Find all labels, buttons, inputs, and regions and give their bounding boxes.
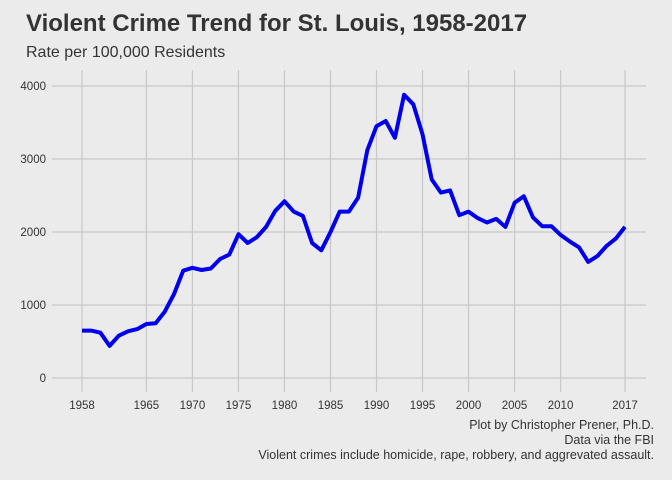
caption-note: Violent crimes include homicide, rape, r… (258, 448, 654, 462)
y-tick-label: 0 (40, 373, 46, 385)
grid-lines (52, 70, 646, 392)
y-axis-ticks: 0 1000 2000 3000 4000 (20, 81, 46, 385)
y-tick-label: 1000 (20, 300, 46, 312)
x-tick-label: 2000 (456, 400, 482, 412)
x-tick-label: 1980 (272, 400, 298, 412)
series-lines (82, 92, 627, 348)
x-tick-label: 1995 (410, 400, 436, 412)
x-tick-label: 1958 (69, 400, 95, 412)
caption-source: Data via the FBI (564, 433, 654, 447)
x-tick-label: 1990 (364, 400, 390, 412)
caption-author: Plot by Christopher Prener, Ph.D. (469, 418, 654, 432)
y-tick-label: 4000 (20, 81, 46, 93)
y-tick-label: 2000 (20, 227, 46, 239)
x-tick-label: 2017 (612, 400, 638, 412)
x-tick-label: 2005 (502, 400, 528, 412)
chart-title: Violent Crime Trend for St. Louis, 1958-… (26, 10, 528, 37)
x-tick-label: 1975 (226, 400, 252, 412)
y-tick-label: 3000 (20, 154, 46, 166)
caption: Plot by Christopher Prener, Ph.D. Data v… (258, 418, 654, 463)
x-axis-ticks: 1958 1965 1970 1975 1980 1985 1990 1995 2000 2005… (69, 400, 638, 412)
x-tick-label: 1985 (318, 400, 344, 412)
x-tick-label: 1970 (180, 400, 206, 412)
x-tick-label: 2010 (548, 400, 574, 412)
series-line (82, 92, 627, 348)
x-tick-label: 1965 (134, 400, 160, 412)
chart-subtitle: Rate per 100,000 Residents (26, 44, 226, 61)
